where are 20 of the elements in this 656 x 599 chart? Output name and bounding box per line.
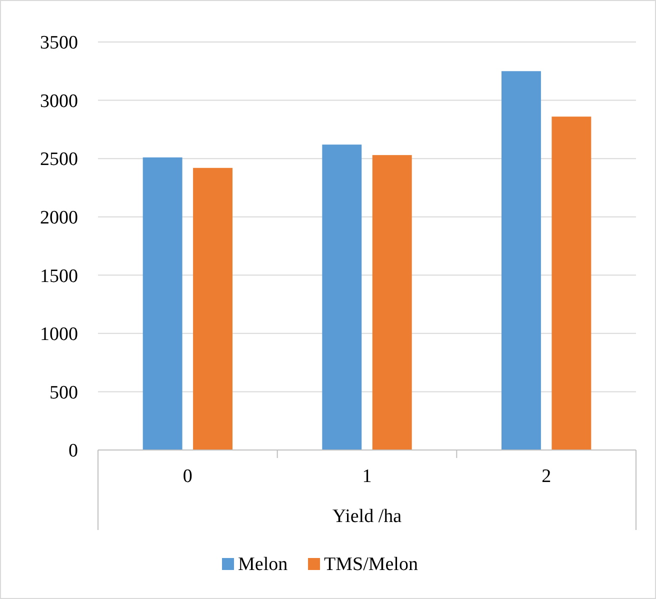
bar [322,144,362,450]
bar [502,71,541,450]
legend-label: TMS/Melon [324,554,418,575]
y-tick-label: 1500 [40,266,78,287]
bar [552,116,592,450]
x-tick-label: 1 [362,466,372,487]
bar [193,168,232,450]
legend-label: Melon [238,554,288,575]
x-tick-label: 2 [542,466,552,487]
y-tick-label: 3000 [40,90,78,112]
y-tick-label: 1000 [40,324,78,346]
y-tick-label: 2500 [40,149,78,170]
bar [142,157,182,450]
y-tick-label: 3500 [40,32,78,54]
x-tick-label: 0 [182,466,192,487]
bar [372,155,412,450]
y-tick-label: 500 [50,382,78,404]
y-tick-label: 0 [68,440,78,462]
x-axis-title: Yield /ha [332,506,402,527]
y-tick-label: 2000 [40,208,78,229]
